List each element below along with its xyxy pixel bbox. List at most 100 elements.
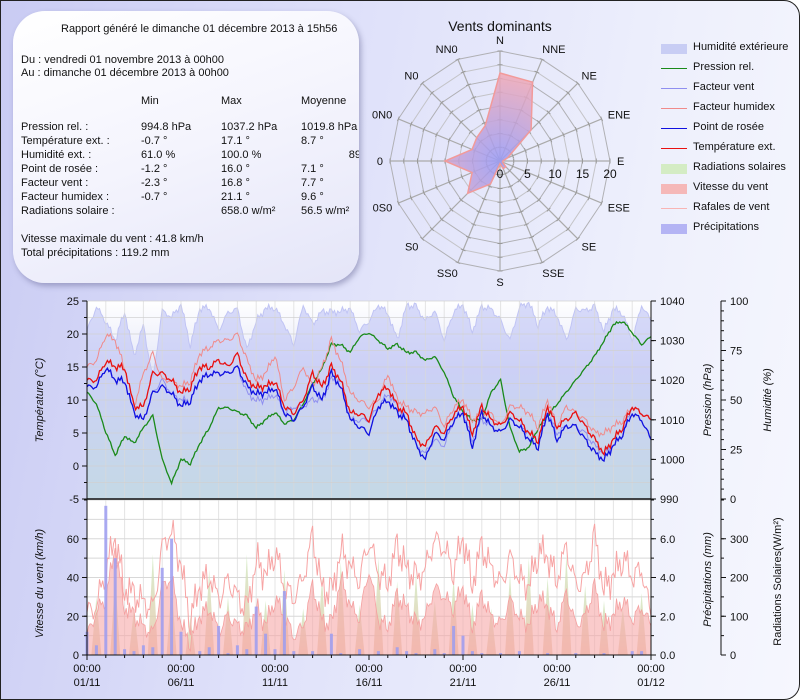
precipitation-bar (395, 647, 399, 655)
radar-tick-label: 5 (524, 167, 531, 181)
radar-tick (447, 137, 451, 143)
radar-tick (429, 226, 435, 232)
legend-label: Facteur humidex (693, 101, 775, 113)
precipitation-bar (442, 653, 446, 655)
precipitation-bar (170, 538, 174, 655)
radar-tick (536, 142, 540, 148)
precipitation-bar (461, 635, 465, 655)
x-tick-date: 01/12 (637, 677, 665, 689)
precipitation-bar (405, 651, 409, 655)
precipitation-bar (132, 651, 136, 655)
legend-label: Radiations solaires (693, 161, 786, 173)
radar-tick (486, 184, 492, 188)
precipitation-bar (207, 647, 211, 655)
stat-max: 100.0 % (221, 149, 262, 161)
precipitation-bar (179, 631, 183, 655)
radar-direction-label: S (496, 277, 503, 289)
date-from: Du : vendredi 01 novembre 2013 à 00h00 (21, 54, 225, 66)
precipitation-bar (94, 645, 98, 655)
col-min: Min (141, 95, 159, 107)
legend-label: Rafales de vent (693, 201, 770, 213)
stat-min: -1.2 ° (141, 163, 168, 175)
radar-tick (546, 110, 551, 115)
max-wind: Vitesse maximale du vent : 41.8 km/h (21, 233, 204, 245)
precipitation-bar (113, 558, 117, 655)
radar-tick (460, 70, 466, 74)
precipitation-bar (517, 651, 521, 655)
temperature-tick-label: 5 (73, 428, 79, 440)
stat-avg: 56.5 w/m² (301, 205, 350, 217)
precipitation-bar (480, 653, 484, 655)
radar-tick (574, 190, 578, 196)
radar-tick (476, 108, 482, 112)
radar-tick-label: 20 (603, 167, 617, 181)
wind-speed-area (86, 547, 652, 656)
legend-swatch (661, 164, 687, 174)
radar-tick (575, 236, 580, 241)
radar-tick-label: 10 (548, 167, 562, 181)
radar-tick (536, 197, 542, 203)
radar-direction-label: SS0 (437, 268, 458, 280)
radar-title: Vents dominants (448, 18, 552, 34)
radar-tick (539, 57, 545, 61)
stat-avg: 1019.8 hPa (301, 121, 358, 133)
stat-min: 61.0 % (141, 149, 176, 161)
pressure-tick-label: 1010 (660, 415, 684, 427)
precipitation-bar (602, 653, 606, 655)
x-tick-time: 00:00 (73, 663, 101, 675)
radar-tick (523, 223, 529, 226)
pressure-axis-title: Pression (hPa) (702, 363, 714, 436)
pressure-tick-label: 1000 (660, 454, 684, 466)
x-tick-time: 00:00 (261, 663, 289, 675)
x-tick-date: 21/11 (450, 677, 477, 689)
stat-label: Température ext. : (21, 135, 110, 147)
radar-tick (549, 179, 553, 185)
precipitation-bar (329, 633, 333, 655)
radar-tick (435, 184, 438, 190)
stat-min: -0.7 ° (141, 191, 168, 203)
precipitation-bar (282, 591, 286, 655)
legend-swatch (661, 148, 687, 149)
radar-tick (527, 188, 532, 193)
radar-tick (565, 90, 571, 96)
radar-tick (556, 100, 561, 105)
radar-tick (549, 137, 553, 143)
solar-tick-label: 200 (730, 573, 748, 585)
radar-direction-label: SSE (542, 268, 564, 280)
temperature-tick-label: 15 (67, 362, 79, 374)
radar-tick (458, 197, 464, 203)
precipitation-bar (414, 653, 418, 655)
radar-tick (511, 163, 515, 169)
precipitation-bar (151, 647, 155, 655)
precipitation-bar (376, 651, 380, 655)
legend-label: Facteur vent (693, 81, 755, 93)
precipitation-bar (433, 649, 437, 655)
weather-chart: 2520151050-51040103010201010100099010075… (34, 296, 784, 689)
x-tick-date: 06/11 (168, 677, 195, 689)
radar-tick (465, 235, 471, 239)
x-tick-time: 00:00 (637, 663, 665, 675)
solar-tick-label: 100 (730, 611, 748, 623)
series-temp-rature-ext- (86, 351, 652, 457)
radar-direction-label: S0 (405, 242, 418, 254)
radar-tick (539, 261, 545, 265)
legend-label: Point de rosée (693, 121, 764, 133)
radar-tick (455, 261, 461, 265)
stat-avg: 7.1 ° (301, 163, 324, 175)
radar-tick (574, 126, 578, 132)
radar-direction-label: ESE (608, 202, 630, 214)
humidity-axis-title: Humidité (%) (762, 368, 774, 432)
radar-tick (396, 200, 400, 206)
x-tick-time: 00:00 (449, 663, 477, 675)
rain-tick-label: 6.0 (660, 534, 675, 546)
rain-tick-label: 2.0 (660, 611, 675, 623)
precipitation-bar (226, 653, 230, 655)
radar-tick (513, 197, 519, 201)
radar-tick (420, 81, 425, 86)
pressure-tick-label: 1030 (660, 336, 684, 348)
radar-tick (565, 226, 571, 232)
radar-tick (460, 142, 464, 148)
radar-tick (600, 116, 604, 122)
rain-tick-label: 4.0 (660, 573, 675, 585)
